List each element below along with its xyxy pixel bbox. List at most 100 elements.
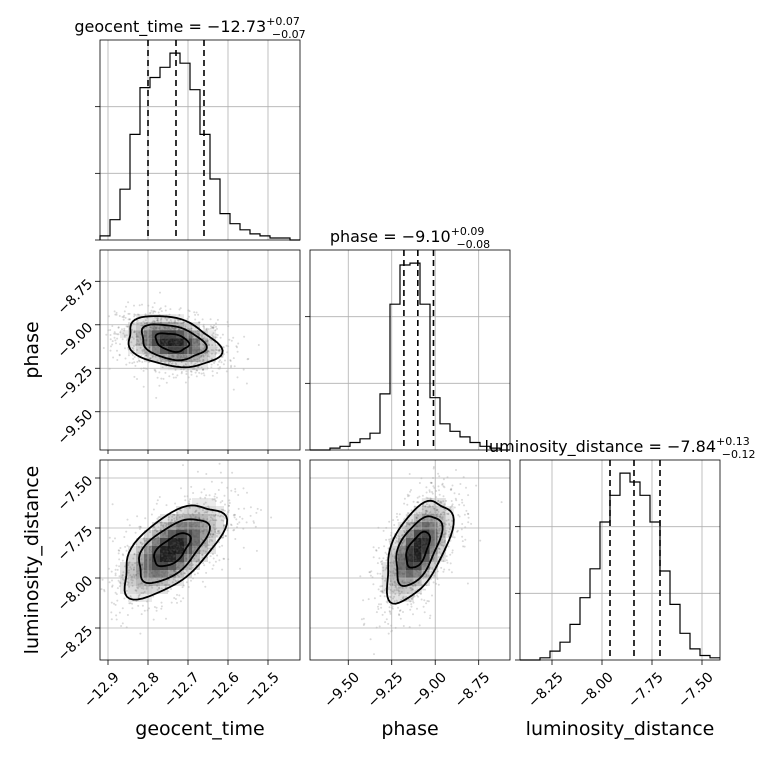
scatter-point <box>218 529 221 532</box>
scatter-point <box>161 328 164 331</box>
density-cell <box>152 586 160 594</box>
density-cell <box>405 570 414 578</box>
scatter-point <box>152 310 155 313</box>
scatter-point <box>385 559 388 562</box>
scatter-point <box>139 541 142 544</box>
scatter-point <box>395 599 398 602</box>
scatter-point <box>180 523 183 526</box>
scatter-point <box>189 336 192 339</box>
scatter-point <box>218 545 221 548</box>
scatter-point <box>124 357 127 360</box>
scatter-point <box>188 524 191 527</box>
scatter-point <box>450 487 453 490</box>
scatter-point <box>177 554 180 557</box>
scatter-point <box>208 540 211 543</box>
scatter-point <box>198 507 201 510</box>
scatter-point <box>398 549 401 552</box>
scatter-point <box>131 581 133 584</box>
scatter-point <box>392 590 395 593</box>
scatter-point <box>164 586 167 589</box>
scatter-point <box>422 540 425 543</box>
scatter-point <box>205 545 208 548</box>
scatter-point <box>435 490 438 492</box>
scatter-point <box>216 363 219 366</box>
scatter-point <box>426 537 429 540</box>
density-cell <box>168 530 176 538</box>
scatter-point <box>401 562 404 565</box>
scatter-point <box>128 312 131 315</box>
scatter-point <box>135 335 138 337</box>
scatter-point <box>150 545 153 548</box>
scatter-point <box>424 541 427 544</box>
scatter-point <box>119 547 122 549</box>
scatter-point <box>212 523 215 526</box>
scatter-point <box>408 539 411 541</box>
scatter-point <box>116 599 119 602</box>
scatter-point <box>118 353 121 356</box>
scatter-point <box>176 343 179 346</box>
scatter-point <box>168 584 171 587</box>
scatter-point <box>134 589 137 592</box>
scatter-point <box>174 338 176 341</box>
scatter-point <box>416 546 419 549</box>
scatter-point <box>228 502 231 504</box>
scatter-point <box>381 589 384 592</box>
scatter-point <box>123 329 126 332</box>
scatter-point <box>156 517 159 520</box>
scatter-point <box>424 575 427 578</box>
scatter-point <box>165 535 168 537</box>
scatter-point <box>403 540 406 542</box>
scatter-point <box>190 552 193 555</box>
scatter-point <box>123 597 126 600</box>
scatter-point <box>216 349 218 352</box>
scatter-point <box>150 357 152 360</box>
scatter-point <box>177 356 179 358</box>
scatter-point <box>237 342 240 345</box>
scatter-point <box>170 518 173 521</box>
scatter-point <box>203 348 206 350</box>
frame-phase-vs-geocent_time <box>99 249 301 451</box>
scatter-point <box>412 601 415 604</box>
density-cell <box>397 586 406 594</box>
scatter-point <box>379 585 382 588</box>
scatter-point <box>432 524 435 527</box>
scatter-point <box>448 522 450 525</box>
scatter-point <box>399 566 402 569</box>
density-cell <box>168 578 176 586</box>
scatter-point <box>142 587 145 590</box>
scatter-point <box>438 524 441 527</box>
density-cell <box>152 338 160 347</box>
scatter-point <box>185 354 188 357</box>
scatter-point <box>170 529 173 532</box>
scatter-point <box>193 358 195 361</box>
scatter-point <box>158 328 161 331</box>
scatter-point <box>177 523 180 526</box>
scatter-point <box>173 321 176 324</box>
scatter-point <box>411 575 414 578</box>
scatter-point <box>410 605 413 608</box>
scatter-point <box>165 341 168 343</box>
scatter-point <box>462 545 465 548</box>
scatter-point <box>440 544 443 547</box>
density-cell <box>160 578 168 586</box>
scatter-point <box>408 562 411 565</box>
scatter-point <box>153 343 156 346</box>
scatter-point <box>443 539 446 542</box>
scatter-point <box>448 530 450 533</box>
scatter-point <box>396 540 399 543</box>
scatter-point <box>214 519 217 522</box>
scatter-point <box>215 519 218 522</box>
scatter-point <box>422 505 424 508</box>
scatter-point <box>178 566 181 569</box>
scatter-point <box>115 313 118 316</box>
scatter-point <box>220 481 223 484</box>
scatter-point <box>165 341 168 343</box>
scatter-point <box>175 322 178 324</box>
scatter-point <box>170 328 173 331</box>
scatter-point <box>198 371 201 374</box>
scatter-point <box>180 340 183 343</box>
scatter-point <box>133 361 136 364</box>
scatter-point <box>421 539 424 542</box>
scatter-point <box>435 496 438 499</box>
scatter-point <box>177 337 180 340</box>
